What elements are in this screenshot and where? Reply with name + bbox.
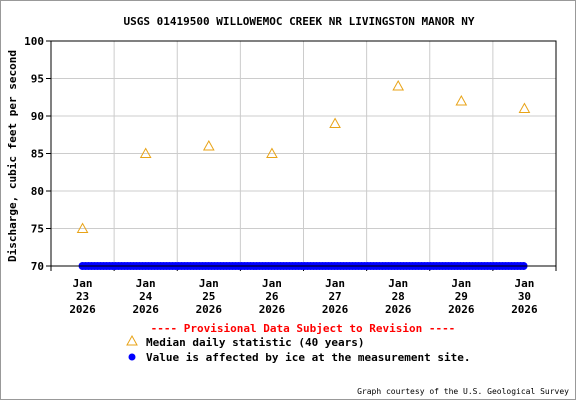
x-tick-label: Jan <box>199 277 219 290</box>
y-tick-label: 75 <box>31 223 44 236</box>
legend-label-ice: Value is affected by ice at the measurem… <box>146 351 471 364</box>
provisional-notice: ---- Provisional Data Subject to Revisio… <box>151 322 456 335</box>
median-point <box>139 147 152 158</box>
median-point <box>329 117 341 128</box>
x-tick-label: Jan <box>451 277 471 290</box>
plot-border <box>50 40 557 267</box>
x-tick-label: Jan <box>73 277 93 290</box>
x-tick-label: 2026 <box>69 303 96 316</box>
x-tick-label: 27 <box>328 290 341 303</box>
x-tick-label: 29 <box>455 290 468 303</box>
legend: Median daily statistic (40 years) Value … <box>126 334 471 364</box>
grid-layer <box>46 40 557 271</box>
y-tick-label: 85 <box>31 148 44 161</box>
median-point <box>202 139 215 151</box>
legend-triangle-icon <box>126 334 138 346</box>
x-tick-label: Jan <box>388 277 408 290</box>
x-tick-label: Jan <box>325 277 345 290</box>
median-point <box>455 94 468 106</box>
x-tick-label: 26 <box>265 290 279 303</box>
y-axis-label: Discharge, cubic feet per second <box>6 50 19 262</box>
median-point <box>76 222 89 233</box>
x-tick-label: 2026 <box>132 303 159 316</box>
legend-dot-icon <box>128 353 136 361</box>
x-tick-label: 24 <box>139 290 153 303</box>
x-tick-label: 2026 <box>259 303 286 316</box>
y-tick-label: 90 <box>31 110 44 123</box>
y-tick-label: 95 <box>31 73 44 86</box>
median-series <box>76 79 531 233</box>
x-tick-labels: Jan232026Jan242026Jan252026Jan262026Jan2… <box>69 277 538 316</box>
legend-label-median: Median daily statistic (40 years) <box>146 336 365 349</box>
median-point <box>392 79 405 91</box>
x-tick-label: 25 <box>202 290 215 303</box>
x-tick-label: 2026 <box>448 303 475 316</box>
x-tick-label: 2026 <box>385 303 412 316</box>
x-tick-label: 28 <box>392 290 405 303</box>
x-tick-label: 2026 <box>322 303 349 316</box>
y-tick-labels: 70 75 80 85 90 95 100 <box>24 35 44 273</box>
x-tick-label: 2026 <box>511 303 538 316</box>
median-point <box>518 102 531 113</box>
x-tick-label: Jan <box>515 277 535 290</box>
x-tick-label: Jan <box>262 277 282 290</box>
y-tick-label: 100 <box>24 35 44 48</box>
chart-title: USGS 01419500 WILLOWEMOC CREEK NR LIVING… <box>124 15 475 28</box>
y-tick-label: 80 <box>31 185 44 198</box>
x-tick-label: Jan <box>136 277 156 290</box>
x-tick-label: 2026 <box>196 303 223 316</box>
median-point <box>266 147 278 158</box>
credit-text: Graph courtesy of the U.S. Geological Su… <box>357 387 569 396</box>
x-tick-label: 23 <box>76 290 89 303</box>
x-tick-label: 30 <box>518 290 531 303</box>
y-tick-label: 70 <box>31 260 44 273</box>
